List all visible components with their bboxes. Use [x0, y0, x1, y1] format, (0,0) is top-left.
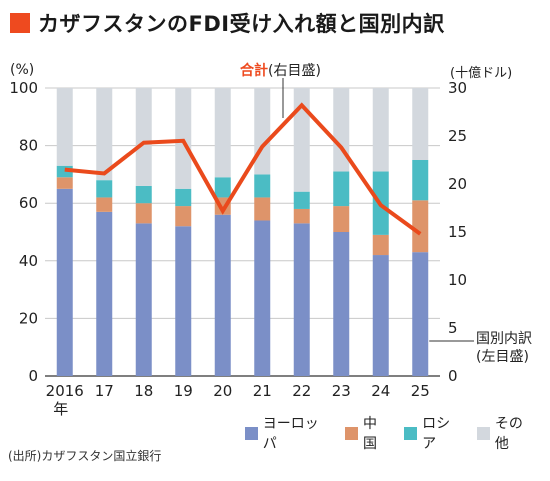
breakdown-label-line2: (左目盛) [476, 349, 529, 365]
bar-segment [333, 171, 350, 207]
x-tick-label: 25 [411, 382, 430, 400]
left-tick-label: 20 [19, 309, 38, 327]
bar-segment [175, 188, 192, 207]
right-axis-ticks: 0 5 10 15 20 25 30 [448, 79, 467, 385]
bar-segment [96, 88, 113, 181]
bar-segment [254, 174, 271, 198]
bar-segment [254, 88, 271, 175]
bar-segment [412, 200, 429, 253]
legend-label: ロシア [422, 416, 451, 452]
left-tick-label: 0 [28, 367, 38, 385]
bar-segment [372, 234, 389, 256]
x-tick-label: 24 [371, 382, 390, 400]
bar-segment [214, 88, 231, 178]
bar-segment [333, 206, 350, 232]
bar-segment [412, 88, 429, 160]
legend-item: ヨーロッパ [245, 413, 331, 453]
breakdown-label: 国別内訳 (左目盛) [476, 330, 532, 366]
right-tick-label: 20 [448, 175, 467, 193]
bar-segment [293, 191, 310, 209]
x-tick-label: 21 [253, 382, 272, 400]
right-tick-label: 25 [448, 127, 467, 145]
left-axis-unit: (%) [10, 62, 35, 78]
x-tick-label: 2016 [46, 382, 84, 400]
left-tick-label: 60 [19, 194, 38, 212]
legend-item: その他 [477, 413, 536, 453]
right-tick-label: 30 [448, 79, 467, 97]
bar-segment [372, 88, 389, 172]
x-tick-label: 22 [292, 382, 311, 400]
title-square-icon [10, 13, 30, 33]
left-tick-label: 80 [19, 137, 38, 155]
total-line [64, 102, 422, 236]
legend-swatch [245, 426, 258, 440]
legend-item: 中国 [345, 413, 390, 453]
bar-segment [254, 220, 271, 376]
bar-segment [214, 177, 231, 198]
x-tick-label: 19 [174, 382, 193, 400]
legend-swatch [404, 426, 418, 440]
total-line-label: 合計(右目盛) [240, 60, 321, 80]
bar-segment [56, 177, 73, 189]
right-tick-label: 0 [448, 367, 458, 385]
x-tick-label: 18 [134, 382, 153, 400]
x-axis-ticks: 2016 17 18 19 20 21 22 23 24 25 年 [46, 382, 430, 418]
bar-segment [96, 211, 113, 376]
left-tick-label: 40 [19, 252, 38, 270]
legend-label: 中国 [362, 416, 377, 452]
bar-segment [96, 197, 113, 212]
bar-segment [293, 208, 310, 224]
bar-segment [96, 180, 113, 198]
bar-segment [372, 255, 389, 376]
total-label-axis-note: (右目盛) [268, 63, 321, 79]
right-tick-label: 5 [448, 319, 458, 337]
legend-label: ヨーロッパ [262, 416, 319, 452]
x-tick-label: 23 [332, 382, 351, 400]
legend-swatch [477, 426, 490, 440]
left-tick-label: 100 [9, 79, 38, 97]
bar-stacks [56, 88, 429, 376]
legend-swatch [345, 426, 358, 440]
bar-segment [135, 185, 152, 204]
bar-segment [56, 88, 73, 166]
bar-segment [412, 252, 429, 376]
right-tick-label: 15 [448, 223, 467, 241]
chart-title: カザフスタンのFDI受け入れ額と国別内訳 [38, 12, 445, 36]
bar-segment [214, 214, 231, 376]
bar-segment [412, 160, 429, 201]
total-label-accent: 合計 [240, 63, 268, 79]
bar-segment [135, 223, 152, 376]
legend-item: ロシア [404, 413, 463, 453]
legend: ヨーロッパ 中国 ロシア その他 [245, 413, 550, 453]
bar-segment [254, 197, 271, 221]
legend-label: その他 [494, 416, 523, 452]
title-block: カザフスタンのFDI受け入れ額と国別内訳 [10, 8, 445, 38]
bar-segment [175, 88, 192, 189]
right-tick-label: 10 [448, 271, 467, 289]
bar-segment [135, 88, 152, 186]
x-tick-suffix: 年 [53, 400, 68, 418]
right-axis-unit: (十億ドル) [450, 66, 513, 81]
total-line-layer [64, 78, 474, 342]
x-tick-label: 17 [95, 382, 114, 400]
bar-segment [293, 88, 310, 192]
x-tick-label: 20 [213, 382, 232, 400]
bar-segment [135, 203, 152, 224]
bar-segment [293, 223, 310, 376]
bar-segment [333, 232, 350, 376]
breakdown-label-line1: 国別内訳 [476, 331, 532, 347]
bar-segment [175, 206, 192, 227]
bar-segment [175, 226, 192, 376]
left-axis-ticks: 0 20 40 60 80 100 [9, 79, 38, 385]
source-note: (出所)カザフスタン国立銀行 [8, 449, 162, 463]
bar-segment [56, 188, 73, 376]
